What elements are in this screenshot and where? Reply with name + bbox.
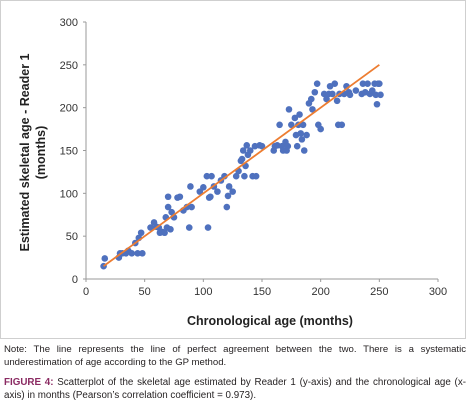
data-point [164, 193, 172, 201]
data-point [298, 136, 306, 143]
data-point [258, 142, 266, 150]
data-point [139, 250, 146, 257]
data-point [288, 121, 295, 129]
x-tick-label: 0 [83, 286, 89, 298]
data-point [359, 80, 367, 87]
data-point [246, 147, 254, 154]
data-point [372, 91, 380, 99]
data-point [376, 80, 383, 87]
figure-note: Note: The line represents the line of pe… [4, 344, 466, 368]
data-point [232, 172, 240, 180]
data-point [241, 172, 248, 180]
y-tick-label: 250 [60, 60, 78, 72]
data-point [161, 229, 168, 237]
data-point [303, 131, 310, 139]
y-axis-title-line: (months) [34, 126, 48, 179]
y-axis-title: Estimated skeletal age - Reader 1 (months… [18, 53, 48, 251]
data-point [185, 224, 193, 231]
y-tick-label: 300 [60, 17, 78, 29]
data-point [238, 155, 246, 163]
data-point [333, 97, 341, 105]
data-point [176, 193, 184, 201]
x-axis-title: Chronological age (months) [187, 314, 353, 328]
figure-caption: FIGURE 4: Scatterplot of the skeletal ag… [4, 376, 466, 402]
x-tick-label: 150 [253, 286, 271, 298]
x-tick-label: 300 [429, 286, 447, 298]
data-point [285, 106, 293, 113]
data-point [188, 203, 195, 211]
data-point [243, 142, 251, 149]
data-point [221, 172, 228, 180]
y-axis-title-line: Estimated skeletal age - Reader 1 [18, 53, 32, 251]
data-point [338, 121, 346, 129]
data-point [147, 224, 154, 231]
data-point [284, 142, 292, 150]
scatter-plot: 0 50 100 150 200 250 300 0 50 100 150 200 250 300 Chro… [18, 17, 447, 328]
data-point [352, 87, 360, 94]
data-point [214, 188, 221, 195]
data-point [229, 188, 236, 195]
data-point [101, 255, 109, 262]
x-tick-label: 250 [370, 286, 388, 298]
y-tick-label: 100 [60, 188, 78, 200]
data-point [364, 80, 371, 87]
data-point [313, 80, 321, 87]
data-point [252, 172, 260, 180]
data-point [137, 229, 145, 237]
chart-frame: 0 50 100 150 200 250 300 0 50 100 150 200 250 300 Chro… [0, 0, 466, 339]
data-point [373, 100, 381, 108]
figure-caption-text: Scatterplot of the skeletal age estimate… [4, 377, 466, 401]
data-point [128, 250, 136, 257]
data-point [346, 91, 354, 99]
data-point [200, 184, 207, 191]
data-point [311, 88, 319, 96]
y-tick-label: 200 [60, 103, 78, 115]
data-point [307, 95, 315, 103]
data-point [134, 250, 141, 257]
data-point [225, 183, 233, 190]
data-point [208, 172, 215, 180]
data-point [224, 192, 232, 200]
x-tick-label: 100 [194, 286, 212, 298]
x-tick-label: 50 [139, 286, 151, 298]
data-point [168, 208, 175, 216]
data-point [317, 125, 324, 133]
data-point [203, 172, 211, 180]
data-point [309, 106, 316, 113]
data-point [167, 226, 174, 233]
y-tick-label: 0 [72, 274, 78, 286]
data-point [293, 142, 301, 150]
data-point [207, 193, 214, 201]
data-point [291, 114, 299, 122]
data-point [164, 203, 172, 211]
data-point [296, 111, 303, 118]
data-point [183, 203, 191, 211]
data-point [331, 80, 339, 87]
data-point [329, 90, 336, 98]
data-point [204, 224, 212, 231]
y-tick-label: 150 [60, 146, 78, 158]
data-point [300, 147, 308, 154]
agreement-line [103, 64, 380, 267]
data-point [320, 90, 328, 98]
data-point [377, 91, 384, 99]
data-point [223, 203, 231, 211]
data-point [239, 147, 247, 154]
figure-label: FIGURE 4: [4, 377, 54, 388]
data-point [299, 121, 307, 129]
data-point [323, 95, 330, 103]
data-point [276, 121, 283, 129]
x-tick-label: 200 [311, 286, 329, 298]
data-point [297, 130, 305, 137]
y-tick-label: 50 [66, 231, 78, 243]
data-point [187, 183, 194, 190]
